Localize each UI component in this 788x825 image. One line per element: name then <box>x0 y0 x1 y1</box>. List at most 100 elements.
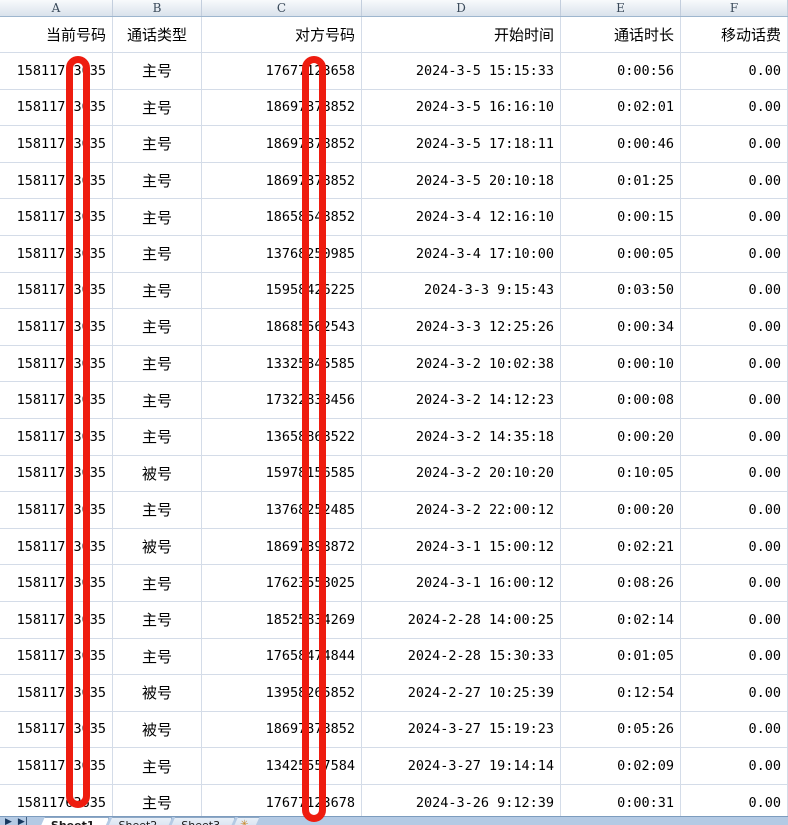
cell-peer-number[interactable]: 13768250985 <box>202 235 362 273</box>
cell-call-type[interactable]: 主号 <box>113 235 202 273</box>
cell-peer-number[interactable]: 13658868522 <box>202 418 362 456</box>
cell-start-time[interactable]: 2024-3-5 20:10:18 <box>362 162 561 200</box>
cell-duration[interactable]: 0:01:25 <box>561 162 681 200</box>
cell-fee[interactable]: 0.00 <box>681 89 788 127</box>
cell-call-type[interactable]: 主号 <box>113 272 202 310</box>
cell-fee[interactable]: 0.00 <box>681 235 788 273</box>
cell-call-type[interactable]: 主号 <box>113 748 202 785</box>
cell-peer-number[interactable]: 13325345585 <box>202 345 362 383</box>
cell-fee[interactable]: 0.00 <box>681 126 788 163</box>
cell-duration[interactable]: 0:00:46 <box>561 126 681 163</box>
cell-current-number[interactable]: 15811763635 <box>0 382 113 419</box>
cell-start-time[interactable]: 2024-3-27 15:19:23 <box>362 711 561 749</box>
cell-start-time[interactable]: 2024-2-28 15:30:33 <box>362 638 561 676</box>
cell-call-type[interactable]: 主号 <box>113 345 202 383</box>
cell-duration[interactable]: 0:00:05 <box>561 235 681 273</box>
cell-fee[interactable]: 0.00 <box>681 748 788 785</box>
cell-duration[interactable]: 0:02:21 <box>561 528 681 566</box>
cell-call-type[interactable]: 主号 <box>113 126 202 163</box>
tab-scroll-last-icon[interactable]: ▶| <box>17 817 28 825</box>
cell-peer-number[interactable]: 17677123658 <box>202 53 362 90</box>
cell-call-type[interactable]: 主号 <box>113 601 202 639</box>
cell-peer-number[interactable]: 18697378852 <box>202 89 362 127</box>
cell-current-number[interactable]: 15811763635 <box>0 455 113 493</box>
header-duration[interactable]: 通话时长 <box>561 17 681 53</box>
cell-call-type[interactable]: 主号 <box>113 89 202 127</box>
cell-duration[interactable]: 0:02:14 <box>561 601 681 639</box>
cell-peer-number[interactable]: 13425557584 <box>202 748 362 785</box>
cell-call-type[interactable]: 主号 <box>113 382 202 419</box>
column-header-c[interactable]: C <box>202 0 362 16</box>
cell-current-number[interactable]: 15811763635 <box>0 492 113 529</box>
cell-current-number[interactable]: 15811763635 <box>0 126 113 163</box>
cell-start-time[interactable]: 2024-3-5 17:18:11 <box>362 126 561 163</box>
cell-duration[interactable]: 0:00:10 <box>561 345 681 383</box>
cell-fee[interactable]: 0.00 <box>681 382 788 419</box>
cell-start-time[interactable]: 2024-2-28 14:00:25 <box>362 601 561 639</box>
cell-duration[interactable]: 0:01:05 <box>561 638 681 676</box>
cell-fee[interactable]: 0.00 <box>681 675 788 712</box>
cell-start-time[interactable]: 2024-3-4 17:10:00 <box>362 235 561 273</box>
cell-peer-number[interactable]: 15958426225 <box>202 272 362 310</box>
cell-start-time[interactable]: 2024-2-27 10:25:39 <box>362 675 561 712</box>
cell-peer-number[interactable]: 17322838456 <box>202 382 362 419</box>
cell-start-time[interactable]: 2024-3-2 14:35:18 <box>362 418 561 456</box>
cell-start-time[interactable]: 2024-3-5 15:15:33 <box>362 53 561 90</box>
cell-start-time[interactable]: 2024-3-5 16:16:10 <box>362 89 561 127</box>
cell-current-number[interactable]: 15811763635 <box>0 53 113 90</box>
cell-peer-number[interactable]: 15978156585 <box>202 455 362 493</box>
cell-peer-number[interactable]: 17658474844 <box>202 638 362 676</box>
cell-current-number[interactable]: 15811763635 <box>0 272 113 310</box>
cell-current-number[interactable]: 15811763635 <box>0 235 113 273</box>
cell-call-type[interactable]: 主号 <box>113 565 202 602</box>
cell-fee[interactable]: 0.00 <box>681 455 788 493</box>
header-current-number[interactable]: 当前号码 <box>0 17 113 53</box>
column-header-a[interactable]: A <box>0 0 113 16</box>
cell-peer-number[interactable]: 18697398872 <box>202 528 362 566</box>
cell-current-number[interactable]: 15811763635 <box>0 711 113 749</box>
cell-call-type[interactable]: 主号 <box>113 638 202 676</box>
cell-current-number[interactable]: 15811763635 <box>0 675 113 712</box>
cell-duration[interactable]: 0:12:54 <box>561 675 681 712</box>
cell-fee[interactable]: 0.00 <box>681 162 788 200</box>
cell-current-number[interactable]: 15811763635 <box>0 748 113 785</box>
cell-fee[interactable]: 0.00 <box>681 272 788 310</box>
cell-call-type[interactable]: 被号 <box>113 711 202 749</box>
cell-duration[interactable]: 0:00:56 <box>561 53 681 90</box>
cell-fee[interactable]: 0.00 <box>681 199 788 236</box>
header-start-time[interactable]: 开始时间 <box>362 17 561 53</box>
cell-current-number[interactable]: 15811763635 <box>0 565 113 602</box>
cell-peer-number[interactable]: 13958265852 <box>202 675 362 712</box>
cell-start-time[interactable]: 2024-3-27 19:14:14 <box>362 748 561 785</box>
cell-current-number[interactable]: 15811763635 <box>0 162 113 200</box>
cell-fee[interactable]: 0.00 <box>681 528 788 566</box>
cell-duration[interactable]: 0:03:50 <box>561 272 681 310</box>
cell-peer-number[interactable]: 18525834269 <box>202 601 362 639</box>
cell-call-type[interactable]: 被号 <box>113 528 202 566</box>
cell-fee[interactable]: 0.00 <box>681 345 788 383</box>
cell-peer-number[interactable]: 18697378852 <box>202 162 362 200</box>
cell-fee[interactable]: 0.00 <box>681 53 788 90</box>
cell-duration[interactable]: 0:00:34 <box>561 309 681 346</box>
cell-duration[interactable]: 0:02:09 <box>561 748 681 785</box>
column-header-d[interactable]: D <box>362 0 561 16</box>
cell-current-number[interactable]: 15811763635 <box>0 601 113 639</box>
cell-duration[interactable]: 0:00:20 <box>561 418 681 456</box>
column-header-f[interactable]: F <box>681 0 788 16</box>
cell-start-time[interactable]: 2024-3-3 12:25:26 <box>362 309 561 346</box>
cell-current-number[interactable]: 15811763635 <box>0 89 113 127</box>
cell-fee[interactable]: 0.00 <box>681 492 788 529</box>
cell-current-number[interactable]: 15811763635 <box>0 528 113 566</box>
cell-call-type[interactable]: 主号 <box>113 418 202 456</box>
cell-call-type[interactable]: 主号 <box>113 309 202 346</box>
header-peer-number[interactable]: 对方号码 <box>202 17 362 53</box>
cell-duration[interactable]: 0:02:01 <box>561 89 681 127</box>
cell-peer-number[interactable]: 18697378852 <box>202 126 362 163</box>
cell-call-type[interactable]: 主号 <box>113 492 202 529</box>
cell-start-time[interactable]: 2024-3-1 16:00:12 <box>362 565 561 602</box>
cell-duration[interactable]: 0:08:26 <box>561 565 681 602</box>
tab-sheet1[interactable]: Sheet1 <box>36 817 110 825</box>
cell-start-time[interactable]: 2024-3-2 20:10:20 <box>362 455 561 493</box>
cell-fee[interactable]: 0.00 <box>681 638 788 676</box>
cell-start-time[interactable]: 2024-3-2 10:02:38 <box>362 345 561 383</box>
